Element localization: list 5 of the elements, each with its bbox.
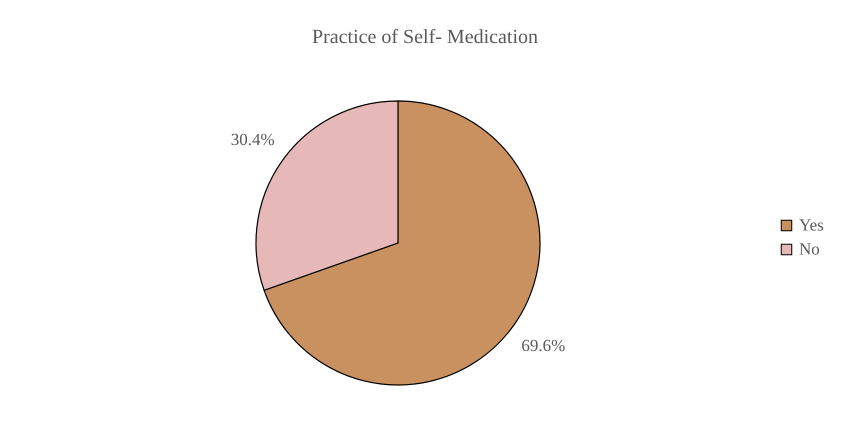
legend-label: No	[799, 240, 820, 258]
data-label: 69.6%	[521, 336, 566, 355]
data-label: 30.4%	[230, 130, 275, 150]
chart-title: Practice of Self- Medication	[312, 26, 538, 48]
legend-label: Yes	[799, 216, 824, 234]
